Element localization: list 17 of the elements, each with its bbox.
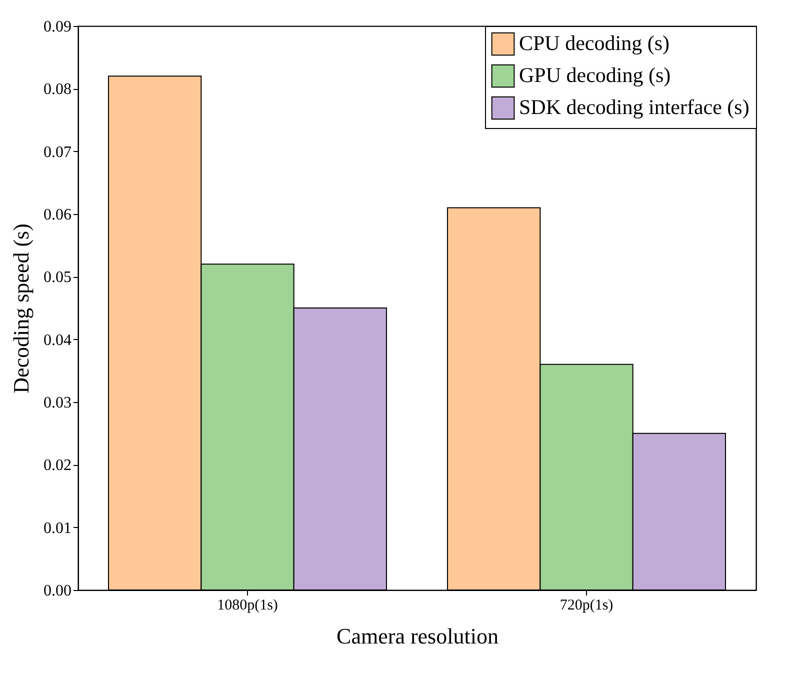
y-tick-label: 0.04 <box>44 332 72 349</box>
legend-label: GPU decoding (s) <box>519 63 671 87</box>
legend-label: CPU decoding (s) <box>519 31 670 55</box>
y-tick-label: 0.09 <box>44 18 72 36</box>
y-tick-label: 0.05 <box>44 269 72 286</box>
legend-label: SDK decoding interface (s) <box>519 95 750 119</box>
x-axis-title: Camera resolution <box>336 624 498 648</box>
x-tick-label: 720p(1s) <box>560 598 614 614</box>
y-tick-label: 0.07 <box>44 144 72 161</box>
y-tick-label: 0.06 <box>44 206 72 224</box>
y-tick-label: 0.03 <box>44 394 72 412</box>
y-axis-title: Decoding speed (s) <box>8 224 34 394</box>
y-tick-label: 0.08 <box>44 81 72 98</box>
y-tick-label: 0.02 <box>44 457 72 474</box>
y-tick-label: 0.00 <box>44 582 72 600</box>
x-tick-label: 1080p(1s) <box>217 598 278 614</box>
y-tick-label: 0.01 <box>44 520 72 537</box>
